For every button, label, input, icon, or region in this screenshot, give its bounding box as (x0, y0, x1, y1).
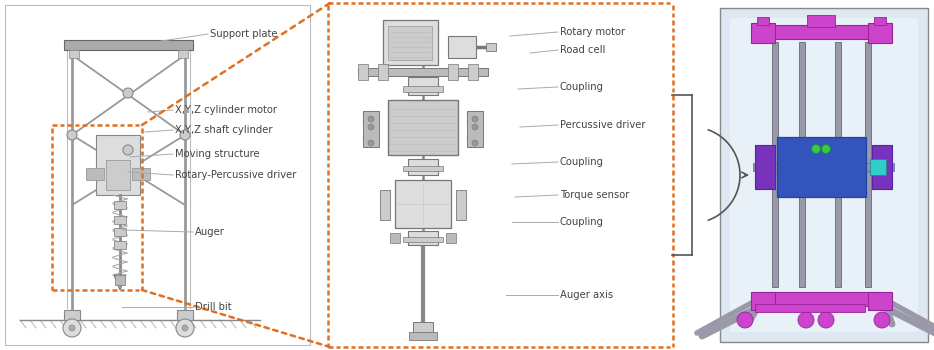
Text: Rotary-Percussive driver: Rotary-Percussive driver (175, 170, 296, 180)
Bar (408, 159, 438, 175)
Bar (772, 42, 778, 287)
Bar (757, 17, 769, 25)
Text: Coupling: Coupling (560, 157, 604, 167)
Bar (874, 17, 886, 25)
Bar (751, 292, 775, 310)
Bar (5, 5, 310, 345)
Bar (106, 160, 130, 190)
Text: Auger axis: Auger axis (560, 290, 613, 300)
Bar (0, 349, 1, 350)
Bar (413, 322, 433, 334)
Bar (403, 86, 443, 92)
Bar (865, 42, 871, 287)
Bar (388, 100, 458, 155)
Bar (868, 23, 892, 43)
Bar (358, 64, 368, 80)
Circle shape (123, 145, 133, 155)
Bar (835, 42, 841, 287)
Bar (64, 310, 80, 320)
Bar (115, 275, 125, 285)
Bar (807, 15, 835, 27)
Circle shape (368, 140, 374, 146)
Bar (178, 50, 188, 58)
Text: Torque sensor: Torque sensor (560, 190, 630, 200)
Bar (0, 349, 1, 350)
Bar (408, 231, 438, 245)
Circle shape (69, 325, 75, 331)
Bar (363, 111, 379, 147)
Circle shape (737, 312, 753, 328)
Bar (378, 64, 388, 80)
Circle shape (472, 140, 478, 146)
Bar (467, 111, 483, 147)
Bar (114, 216, 126, 224)
Text: Percussive driver: Percussive driver (560, 120, 645, 130)
Bar (177, 310, 193, 320)
Circle shape (180, 130, 190, 140)
Text: Support plate: Support plate (210, 29, 277, 39)
Bar (448, 36, 476, 58)
Bar (755, 145, 775, 189)
Bar (753, 163, 894, 171)
Bar (403, 166, 443, 171)
Bar (395, 180, 451, 228)
Bar (777, 137, 866, 197)
Bar (486, 43, 496, 51)
Bar (872, 145, 892, 189)
Bar (409, 332, 437, 340)
Bar (868, 292, 892, 310)
Bar (403, 237, 443, 242)
Circle shape (472, 116, 478, 122)
Bar (751, 23, 775, 43)
Bar (799, 42, 805, 287)
Circle shape (123, 88, 133, 98)
Bar (96, 135, 140, 195)
Bar (69, 50, 79, 58)
Bar (114, 228, 126, 236)
Bar (383, 20, 438, 65)
Bar (390, 233, 400, 243)
Circle shape (798, 312, 814, 328)
Text: Coupling: Coupling (560, 217, 604, 227)
Circle shape (818, 312, 834, 328)
Text: Drill bit: Drill bit (195, 302, 232, 312)
Circle shape (176, 319, 194, 337)
Bar (114, 201, 126, 209)
Bar (763, 292, 880, 306)
Bar (755, 304, 865, 312)
Text: Moving structure: Moving structure (175, 149, 260, 159)
Bar (358, 68, 488, 76)
Bar (86, 168, 104, 180)
Circle shape (874, 312, 890, 328)
Bar (730, 18, 918, 332)
Circle shape (822, 145, 830, 154)
Circle shape (63, 319, 81, 337)
Text: X,Y,Z cylinder motor: X,Y,Z cylinder motor (175, 105, 277, 115)
Bar (114, 241, 126, 249)
Text: X,Y,Z shaft cylinder: X,Y,Z shaft cylinder (175, 125, 273, 135)
Bar (446, 233, 456, 243)
Circle shape (182, 325, 188, 331)
Polygon shape (114, 275, 126, 290)
Bar (388, 26, 432, 60)
Bar (720, 8, 928, 342)
Text: Rotary motor: Rotary motor (560, 27, 625, 37)
Text: Auger: Auger (195, 227, 225, 237)
Text: Road cell: Road cell (560, 45, 605, 55)
Bar (380, 190, 390, 220)
Bar (468, 64, 478, 80)
Circle shape (472, 124, 478, 130)
Bar (448, 64, 458, 80)
Bar (132, 168, 150, 180)
Bar (456, 190, 466, 220)
Circle shape (67, 130, 77, 140)
Bar (870, 159, 886, 175)
Bar (408, 77, 438, 95)
Bar (64, 40, 193, 50)
Text: Coupling: Coupling (560, 82, 604, 92)
Circle shape (812, 145, 820, 154)
Bar (763, 25, 880, 39)
Circle shape (368, 116, 374, 122)
Circle shape (368, 124, 374, 130)
